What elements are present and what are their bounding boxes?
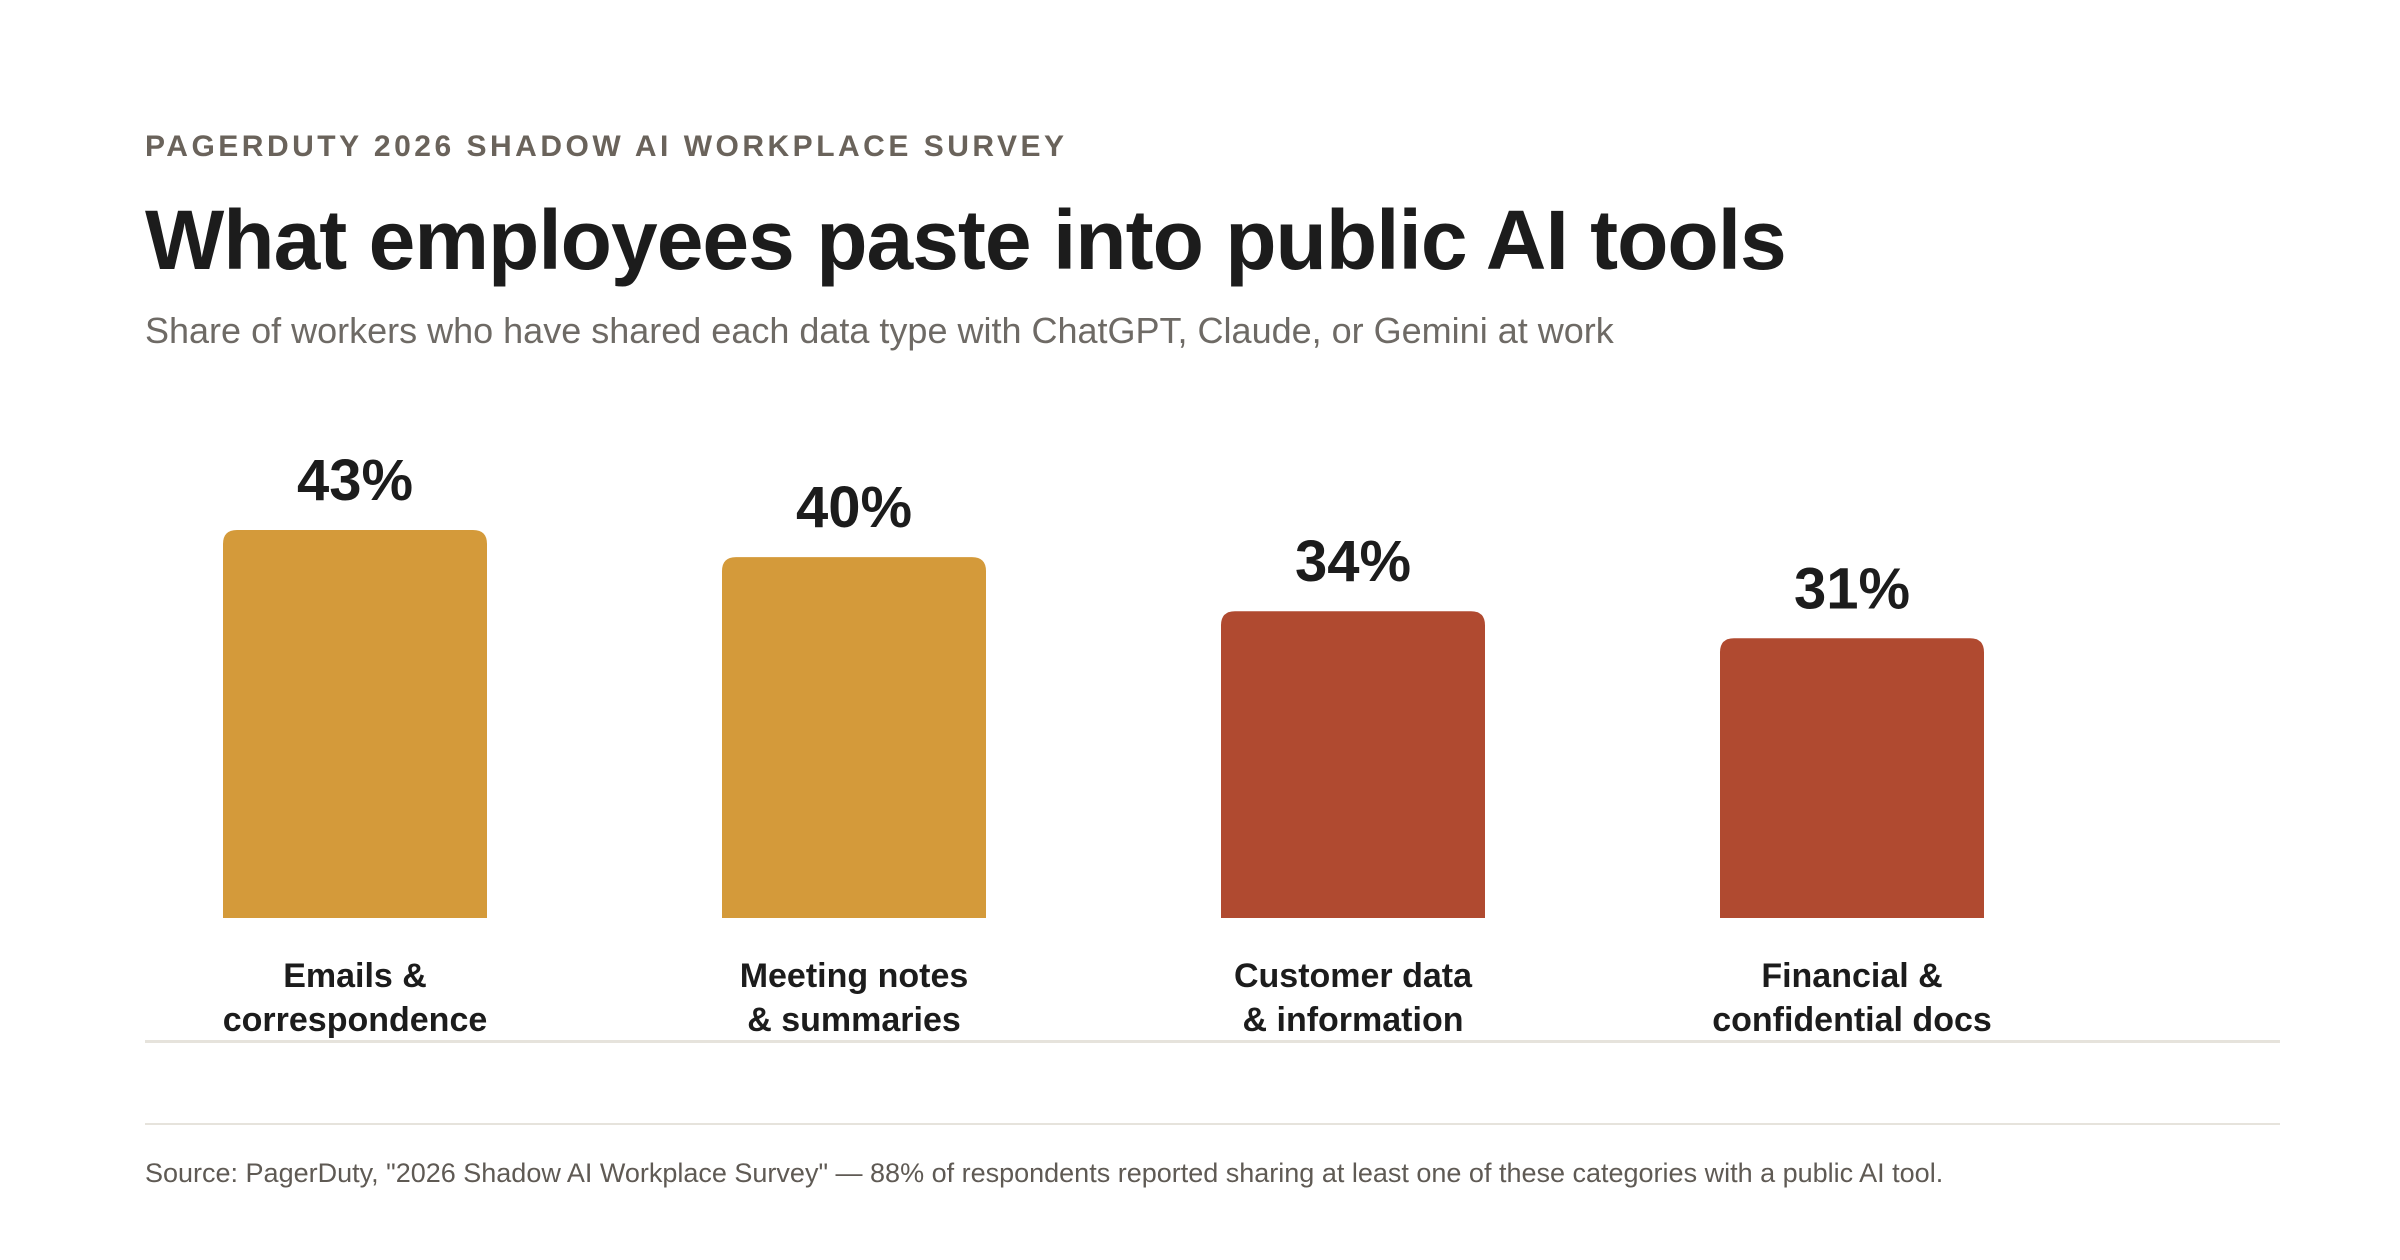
category-label-4: Financial & confidential docs: [1712, 957, 1992, 1039]
bar-value-label-4: 31%: [1794, 556, 1910, 621]
category-label-line: correspondence: [223, 1001, 488, 1039]
source-divider: [145, 1123, 2280, 1125]
category-label-2: Meeting notes & summaries: [740, 957, 969, 1039]
bar-value-label-3: 34%: [1295, 529, 1411, 594]
category-label-1: Emails & correspondence: [223, 957, 488, 1039]
category-label-3: Customer data & information: [1234, 957, 1473, 1039]
bar-value-label-1: 43%: [297, 448, 413, 513]
bar-2: [722, 557, 986, 918]
bar-3: [1221, 611, 1485, 918]
chart-eyebrow: PAGERDUTY 2026 SHADOW AI WORKPLACE SURVE…: [145, 130, 1068, 163]
x-axis-line: [145, 1040, 2280, 1043]
category-label-line: Customer data: [1234, 957, 1473, 995]
chart-title: What employees paste into public AI tool…: [145, 193, 1787, 287]
category-label-line: confidential docs: [1712, 1001, 1992, 1039]
source-note: Source: PagerDuty, "2026 Shadow AI Workp…: [145, 1158, 1944, 1188]
category-label-line: & summaries: [747, 1001, 961, 1039]
bar-value-label-2: 40%: [796, 475, 912, 540]
category-label-line: Financial &: [1761, 957, 1942, 995]
category-label-line: & information: [1243, 1001, 1464, 1039]
bar-4: [1720, 638, 1984, 918]
chart-subtitle: Share of workers who have shared each da…: [145, 310, 1614, 351]
category-label-line: Meeting notes: [740, 957, 969, 995]
category-label-line: Emails &: [283, 957, 427, 995]
bar-1: [223, 530, 487, 918]
